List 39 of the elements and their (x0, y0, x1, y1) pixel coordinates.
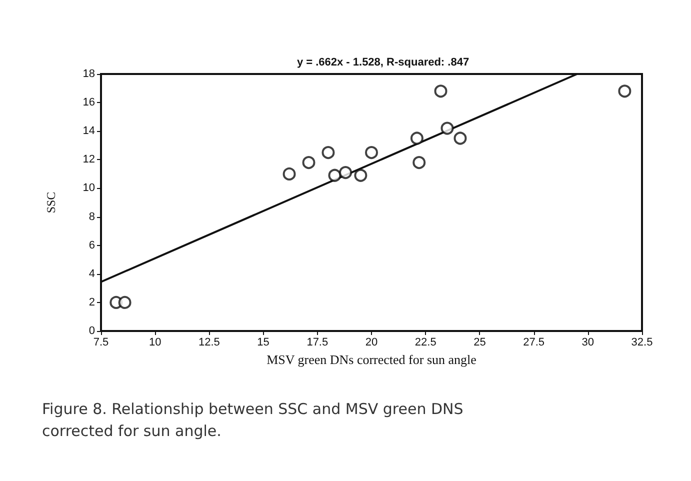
x-tick-label: 27.5 (523, 336, 545, 348)
y-tick-label: 0 (88, 325, 95, 337)
point (328, 168, 342, 182)
point (454, 132, 467, 145)
y-tick-label: 18 (82, 68, 95, 80)
point (440, 122, 454, 135)
point (339, 166, 352, 180)
y-tick-label: 4 (88, 268, 95, 280)
y-axis-title: SSC (44, 192, 58, 214)
y-tick-label: 14 (82, 125, 95, 138)
chart-title: y = .662x - 1.528, R-squared: .847 (296, 56, 470, 68)
x-tick-label: 20 (365, 336, 378, 348)
point (282, 167, 296, 180)
x-tick-label: 25 (474, 336, 486, 348)
point (322, 146, 335, 160)
point (410, 132, 424, 145)
y-tick-label: 10 (82, 182, 95, 194)
y-tick-label: 6 (88, 239, 95, 252)
point (618, 84, 632, 98)
point (434, 84, 448, 98)
x-tick-label: 30 (582, 336, 594, 348)
x-tick-label: 10 (148, 336, 162, 348)
point (118, 296, 132, 309)
point (412, 156, 426, 170)
y-tick-label: 2 (88, 296, 95, 308)
y-tick-label: 16 (82, 96, 95, 109)
point (302, 156, 316, 170)
x-tick-label: 32.5 (631, 336, 653, 348)
y-tick-label: 8 (88, 210, 95, 223)
y-tick-label: 12 (82, 154, 95, 166)
point (365, 146, 378, 160)
x-tick-label: 15 (257, 336, 270, 348)
x-tick-label: 17.5 (306, 336, 328, 348)
caption: Figure 8. Relationship between SSC and MSV green DNS corrected for sun angle. (42, 400, 468, 440)
x-tick-label: 12.5 (198, 336, 220, 348)
x-tick-label: 7.5 (93, 336, 109, 348)
x-tick-label: 22.5 (414, 336, 436, 348)
point (354, 168, 368, 182)
x-axis-title: MSV green DNs corrected for sun angle (266, 352, 477, 367)
